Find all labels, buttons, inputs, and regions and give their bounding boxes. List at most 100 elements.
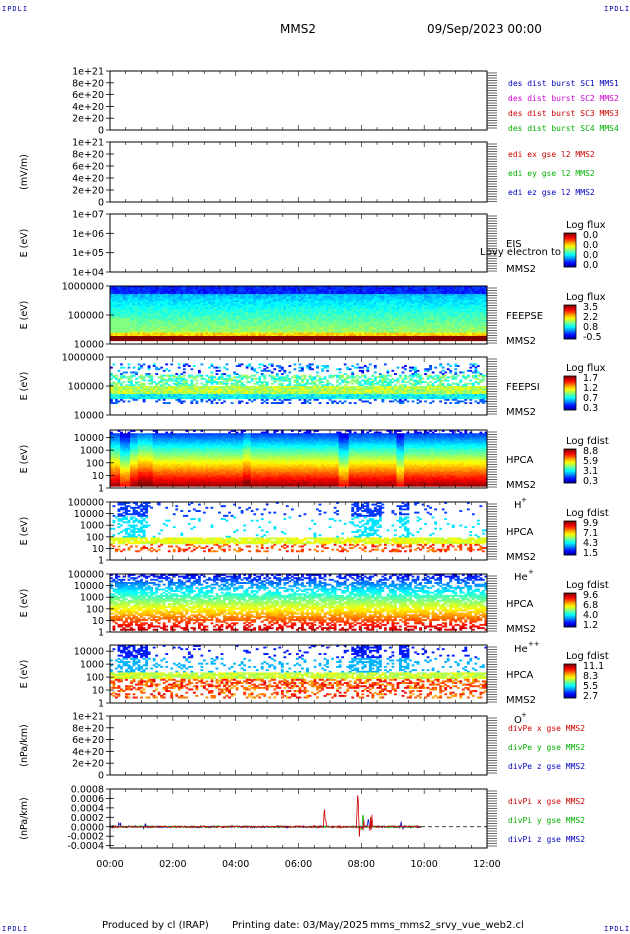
y-tick-label: 2e+20 bbox=[72, 114, 104, 125]
heatmap-cell bbox=[123, 339, 126, 341]
heatmap-cell bbox=[256, 339, 259, 341]
heatmap-cell bbox=[183, 339, 186, 341]
heatmap-cell bbox=[203, 339, 206, 341]
legend-entry: des dist burst SC3 MMS3 bbox=[508, 109, 619, 118]
heatmap-cell bbox=[344, 339, 347, 341]
heatmap-cell bbox=[361, 339, 364, 341]
heatmap-cell bbox=[437, 339, 440, 341]
heatmap-cell bbox=[407, 339, 410, 341]
heatmap-cell bbox=[206, 339, 209, 341]
legend-entry: edi ez gse l2 MMS2 bbox=[508, 188, 595, 197]
heatmap-cell bbox=[118, 339, 121, 341]
y-tick-label: 1e+05 bbox=[72, 248, 104, 259]
heatmap-cell bbox=[200, 339, 203, 341]
heatmap-cell bbox=[198, 339, 201, 341]
heatmap-cell bbox=[364, 339, 367, 341]
heatmap-cell bbox=[223, 339, 226, 341]
heatmap-cell bbox=[226, 339, 229, 341]
heatmap-cell bbox=[429, 339, 432, 341]
heatmap-cell bbox=[366, 339, 369, 341]
heatmap-cell bbox=[334, 339, 337, 341]
heatmap-cell bbox=[231, 339, 234, 341]
heatmap-cell bbox=[180, 339, 183, 341]
overlay-text: Lbvy electron to bbox=[480, 247, 561, 258]
heatmap-cell bbox=[346, 339, 349, 341]
heatmap-cell bbox=[319, 339, 322, 341]
y-tick-label: 6e+20 bbox=[72, 162, 104, 173]
heatmap-cell bbox=[306, 339, 309, 341]
heatmap-cell bbox=[178, 339, 181, 341]
heatmap-cell bbox=[165, 339, 168, 341]
heatmap-cell bbox=[218, 339, 221, 341]
heatmap-cell bbox=[404, 339, 407, 341]
panel-frame bbox=[110, 71, 487, 130]
y-tick-label: 4e+20 bbox=[72, 102, 104, 113]
y-tick-label: 1e+07 bbox=[72, 210, 104, 221]
legend-entry: des dist burst SC2 MMS2 bbox=[508, 94, 619, 103]
heatmap-cell bbox=[135, 339, 138, 341]
heatmap-cell bbox=[329, 339, 332, 341]
heatmap-cell bbox=[283, 339, 286, 341]
heatmap-cell bbox=[148, 339, 151, 341]
heatmap-cell bbox=[251, 339, 254, 341]
heatmap-cell bbox=[321, 339, 324, 341]
y-tick-label: 2e+20 bbox=[72, 186, 104, 197]
heatmap-cell bbox=[138, 339, 141, 341]
heatmap-cell bbox=[293, 339, 296, 341]
panel-frame bbox=[110, 142, 487, 202]
heatmap-cell bbox=[208, 339, 211, 341]
heatmap-cell bbox=[336, 339, 339, 341]
heatmap-cell bbox=[449, 339, 452, 341]
heatmap-cell bbox=[432, 339, 435, 341]
heatmap-cell bbox=[341, 339, 344, 341]
heatmap-cell bbox=[286, 339, 289, 341]
heatmap-cell bbox=[268, 339, 271, 341]
heatmap-cell bbox=[402, 339, 405, 341]
heatmap-cell bbox=[185, 339, 188, 341]
heatmap-cell bbox=[371, 339, 374, 341]
heatmap-cell bbox=[439, 339, 442, 341]
heatmap-cell bbox=[391, 339, 394, 341]
heatmap-cell bbox=[128, 339, 131, 341]
heatmap-cell bbox=[349, 339, 352, 341]
heatmap-cell bbox=[190, 339, 193, 341]
heatmap-cell bbox=[281, 339, 284, 341]
heatmap-cell bbox=[309, 339, 312, 341]
heatmap-cell bbox=[412, 339, 415, 341]
colorbar-tick-label: 0.0 bbox=[583, 260, 598, 271]
heatmap-cell bbox=[153, 339, 156, 341]
y-tick-label: 1e+21 bbox=[72, 138, 104, 149]
heatmap-cell bbox=[273, 339, 276, 341]
heatmap-cell bbox=[193, 339, 196, 341]
heatmap-cell bbox=[175, 339, 178, 341]
heatmap-cell bbox=[266, 339, 269, 341]
heatmap-cell bbox=[339, 339, 342, 341]
heatmap-cell bbox=[417, 339, 420, 341]
y-tick-label: 0 bbox=[98, 198, 104, 209]
heatmap-cell bbox=[130, 339, 133, 341]
legend-entry: edi ey gse l2 MMS2 bbox=[508, 169, 595, 178]
y-tick-label: 0 bbox=[98, 126, 104, 137]
heatmap-cell bbox=[399, 339, 402, 341]
legend-entry: des dist burst SC4 MMS4 bbox=[508, 124, 619, 133]
heatmap-cell bbox=[444, 339, 447, 341]
heatmap-cell bbox=[397, 339, 400, 341]
panel-frame bbox=[110, 214, 487, 272]
heatmap-cell bbox=[243, 339, 246, 341]
heatmap-cell bbox=[447, 339, 450, 341]
heatmap-cell bbox=[424, 339, 427, 341]
heatmap-cell bbox=[143, 339, 146, 341]
heatmap-cell bbox=[331, 339, 334, 341]
heatmap-cell bbox=[271, 339, 274, 341]
heatmap-cell bbox=[211, 339, 214, 341]
y-tick-label: 4e+20 bbox=[72, 174, 104, 185]
heatmap-cell bbox=[369, 339, 372, 341]
heatmap-cell bbox=[304, 339, 307, 341]
heatmap-cell bbox=[301, 339, 304, 341]
heatmap-cell bbox=[195, 339, 198, 341]
y-tick-label: 1e+06 bbox=[72, 229, 104, 240]
